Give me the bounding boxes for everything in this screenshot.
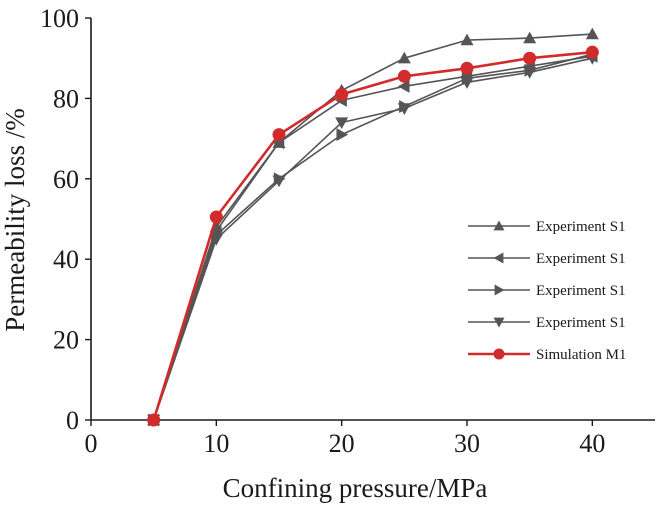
legend-label: Experiment S1 [536,315,626,331]
legend-marker [493,317,505,328]
data-point [523,51,537,65]
axes [90,18,655,421]
series-line [152,33,593,421]
legend-label: Simulation M1 [536,347,626,363]
series-layer [147,27,599,427]
y-tick-label: 20 [53,326,79,355]
series-1 [147,27,599,426]
data-point [460,33,474,46]
y-axis-title: Permeability loss /% [0,108,30,331]
legend-label: Experiment S1 [536,283,626,299]
legend-marker [494,284,505,296]
y-tick-label: 40 [53,245,79,274]
legend-marker [493,252,504,264]
x-tick-label: 10 [203,429,229,458]
legend: Experiment S1 Experiment S1 Experiment S1 E… [468,219,626,363]
legend-label: Experiment S1 [536,251,626,267]
data-point [209,210,223,224]
legend-marker [493,220,505,231]
legend-item: Experiment S1 [468,219,626,235]
y-tick-label: 0 [66,406,79,435]
data-point [335,87,349,101]
series-line [152,57,593,421]
data-point [523,31,537,44]
series-4 [147,53,599,427]
x-tick-label: 30 [454,429,480,458]
x-tick-label: 20 [329,429,355,458]
data-point [585,27,599,40]
legend-item: Experiment S1 [468,283,626,299]
data-point [397,51,411,64]
data-point [272,128,286,142]
data-point [585,45,599,59]
legend-label: Experiment S1 [536,219,626,235]
legend-item: Simulation M1 [468,347,626,363]
data-point [147,413,161,427]
data-point [335,117,349,130]
data-point [272,175,286,188]
y-tick-label: 100 [40,4,79,33]
series-line [152,55,593,421]
data-point [460,61,474,75]
legend-item: Experiment S1 [468,251,626,267]
data-point [397,79,410,93]
ticks: 0 10 20 30 40 0 20 40 60 80 100 [40,4,605,458]
series-5 [147,45,599,427]
data-point [460,77,474,89]
y-tick-label: 80 [53,84,79,113]
series-line [152,53,593,421]
x-axis-title: Confining pressure/MPa [223,473,488,503]
data-point [209,233,223,246]
data-point [336,128,349,142]
data-point [397,103,411,115]
legend-item: Experiment S1 [468,315,626,331]
x-tick-label: 40 [579,429,605,458]
legend-marker [493,348,505,360]
series-line [152,50,593,421]
data-point [397,69,411,83]
data-point [523,67,537,79]
x-tick-label: 0 [85,429,98,458]
y-tick-label: 60 [53,165,79,194]
